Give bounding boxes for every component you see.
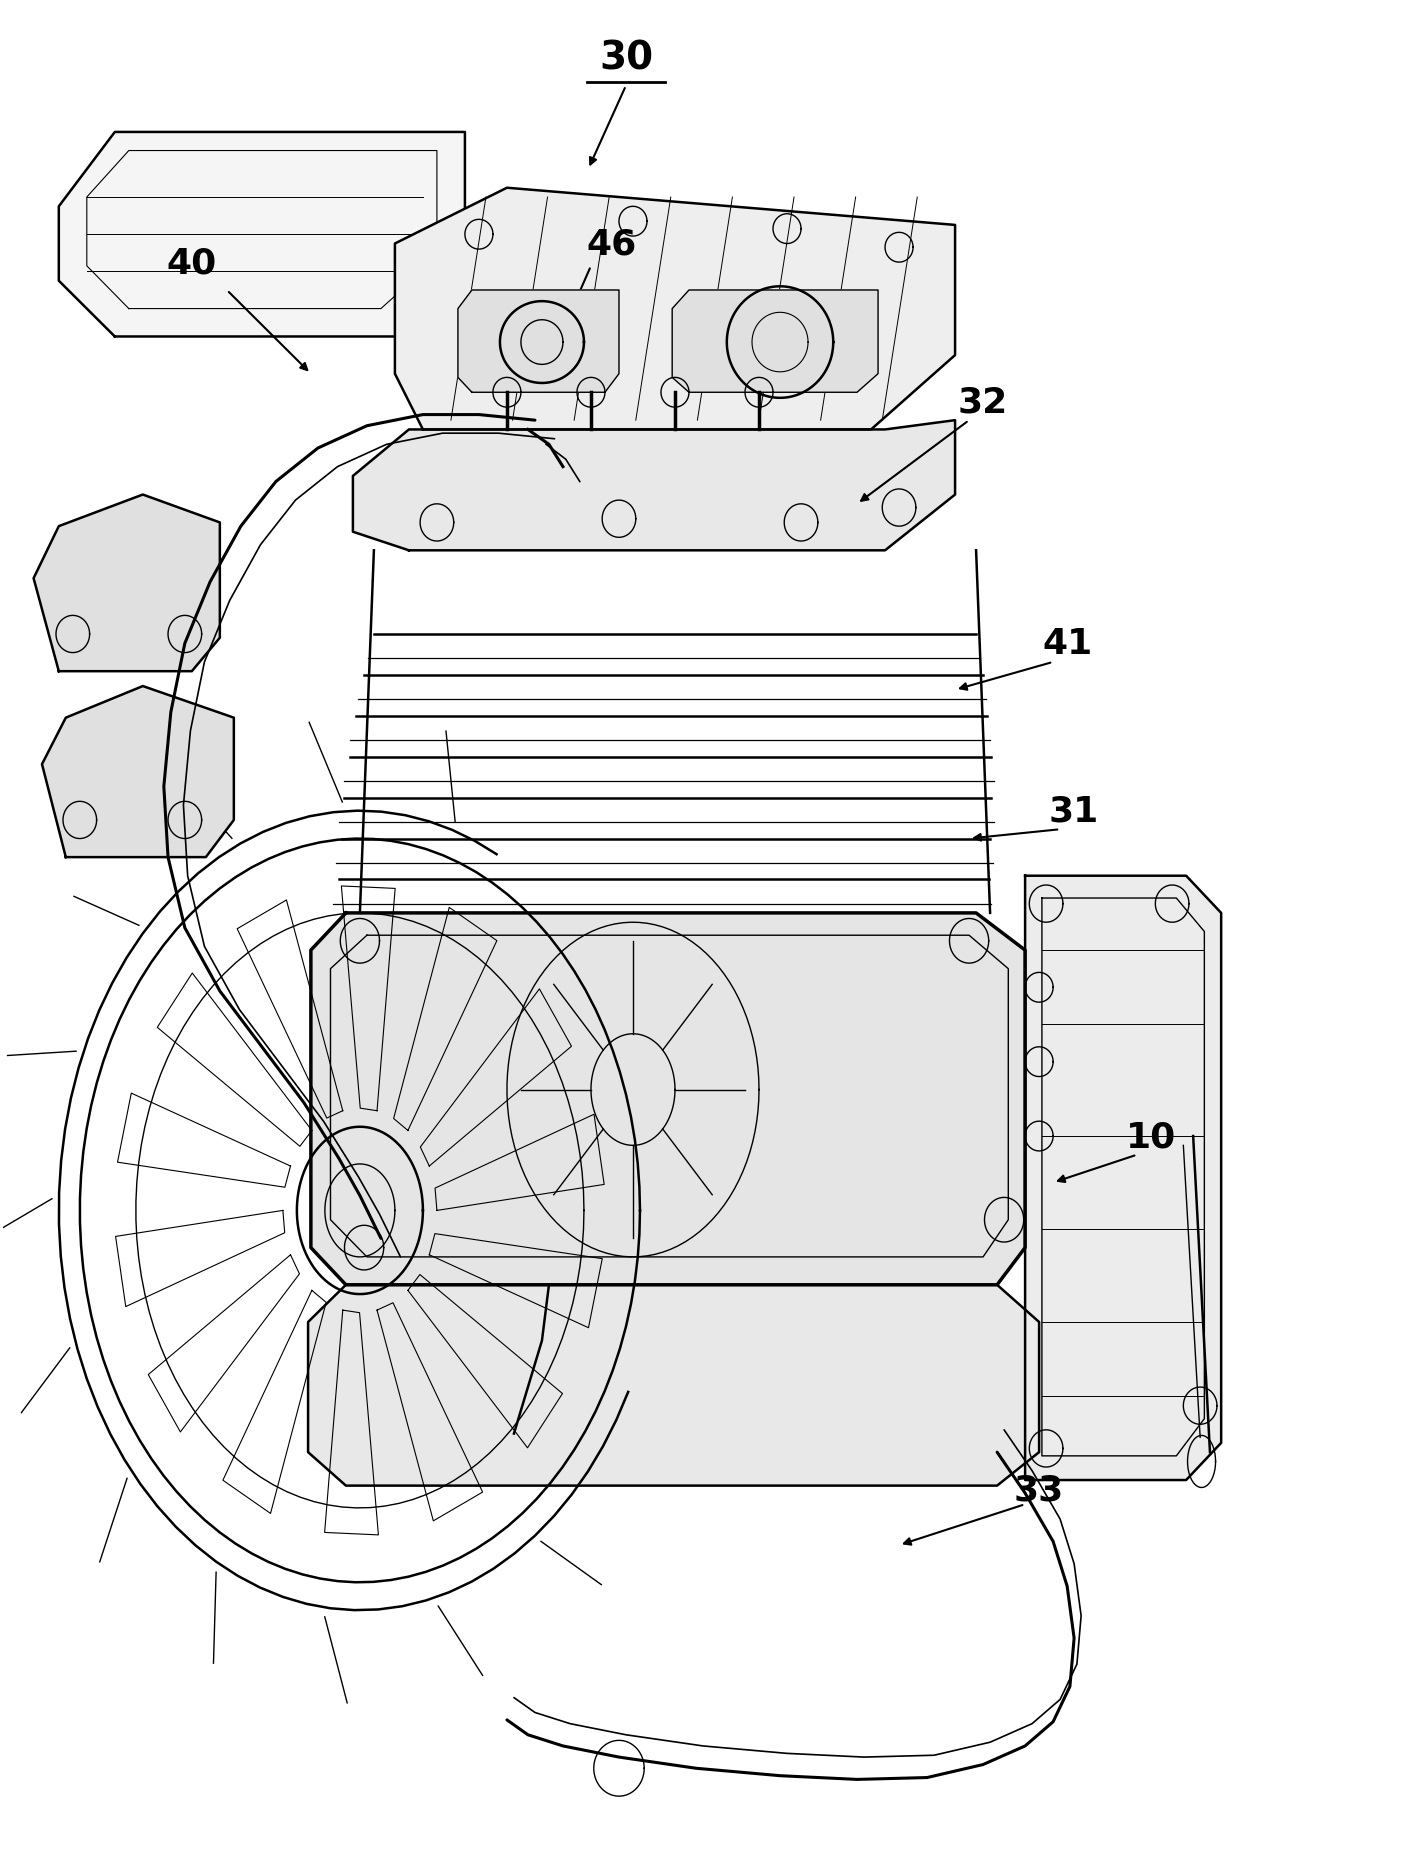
Text: 41: 41: [1042, 626, 1092, 662]
Polygon shape: [42, 686, 233, 857]
Text: 30: 30: [599, 39, 652, 78]
Polygon shape: [59, 132, 465, 337]
Text: 10: 10: [1126, 1120, 1177, 1154]
Polygon shape: [353, 421, 955, 552]
Text: 40: 40: [167, 246, 217, 280]
Polygon shape: [395, 188, 955, 431]
Polygon shape: [458, 291, 619, 393]
Polygon shape: [672, 291, 879, 393]
Text: 32: 32: [957, 386, 1008, 419]
Text: 46: 46: [586, 227, 637, 261]
Polygon shape: [308, 1284, 1039, 1486]
Text: 33: 33: [1014, 1473, 1064, 1506]
Polygon shape: [34, 496, 219, 671]
Polygon shape: [1025, 876, 1222, 1480]
Polygon shape: [311, 913, 1025, 1284]
Text: 31: 31: [1049, 794, 1099, 828]
